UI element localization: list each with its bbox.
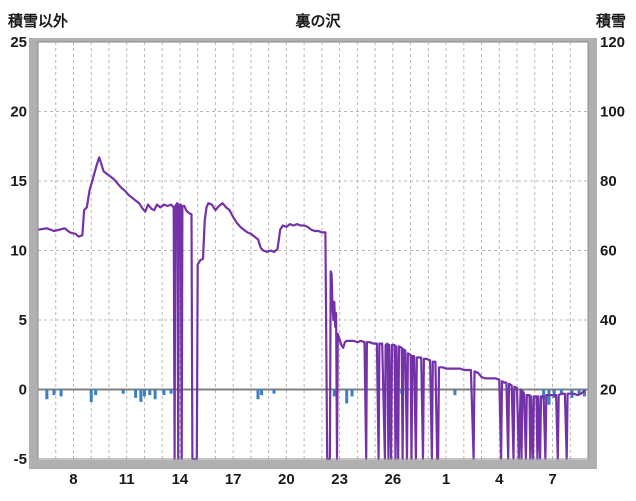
precip-bar	[350, 389, 354, 397]
precip-bar	[148, 389, 152, 396]
precip-bar	[121, 389, 125, 394]
x-tick-label: 14	[172, 471, 189, 488]
right-tick-label: 20	[600, 382, 617, 399]
x-tick-label: 23	[331, 471, 348, 488]
left-tick-label: 25	[10, 34, 27, 51]
frame-left	[29, 38, 38, 468]
left-tick-label: 15	[10, 173, 27, 190]
precip-bar	[256, 389, 260, 400]
left-tick-label: 10	[10, 243, 27, 260]
precip-bar	[559, 389, 563, 396]
precip-bar	[582, 389, 586, 397]
x-tick-label: 26	[384, 471, 401, 488]
right-tick-label: 60	[600, 243, 617, 260]
right-axis-title: 積雪	[595, 13, 626, 30]
frame-right	[588, 38, 597, 468]
precip-bar	[162, 389, 166, 396]
precip-bar	[552, 389, 556, 398]
precip-bar	[169, 389, 173, 394]
right-tick-label: 80	[600, 173, 617, 190]
precip-bar	[272, 389, 276, 394]
precip-bar	[153, 389, 157, 400]
plot-border	[37, 41, 589, 460]
precip-bar	[345, 389, 349, 404]
precip-bar	[260, 389, 264, 396]
precip-bar	[453, 389, 457, 396]
right-tick-label: 100	[600, 104, 625, 121]
right-tick-label: 120	[600, 34, 625, 51]
precip-bar	[139, 389, 143, 403]
precip-bar	[94, 389, 98, 396]
x-tick-label: 17	[225, 471, 242, 488]
x-tick-label: 20	[278, 471, 295, 488]
precip-bar	[59, 389, 63, 397]
frame-top	[29, 38, 597, 42]
precip-bar	[89, 389, 93, 403]
precip-bar	[332, 389, 336, 397]
precip-bar	[134, 389, 138, 398]
precip-bar	[45, 389, 49, 400]
x-tick-label: 4	[495, 471, 504, 488]
left-axis-title: 積雪以外	[8, 13, 69, 30]
frame-bottom	[29, 460, 597, 469]
right-tick-label: 40	[600, 312, 617, 329]
precip-bar	[542, 389, 546, 400]
chart-title: 裏の沢	[295, 13, 341, 30]
x-tick-label: 11	[119, 471, 135, 488]
snow-depth-line	[36, 156, 586, 461]
precip-bar	[52, 389, 56, 396]
left-tick-label: 5	[19, 312, 27, 329]
left-tick-label: -5	[14, 451, 27, 468]
left-tick-label: 0	[19, 382, 27, 399]
x-tick-label: 7	[548, 471, 556, 488]
x-tick-label: 1	[442, 471, 450, 488]
x-tick-label: 8	[69, 471, 77, 488]
precip-bar	[577, 389, 581, 394]
left-tick-label: 20	[10, 104, 27, 121]
precip-bar	[547, 389, 551, 405]
precip-bar	[142, 389, 146, 397]
